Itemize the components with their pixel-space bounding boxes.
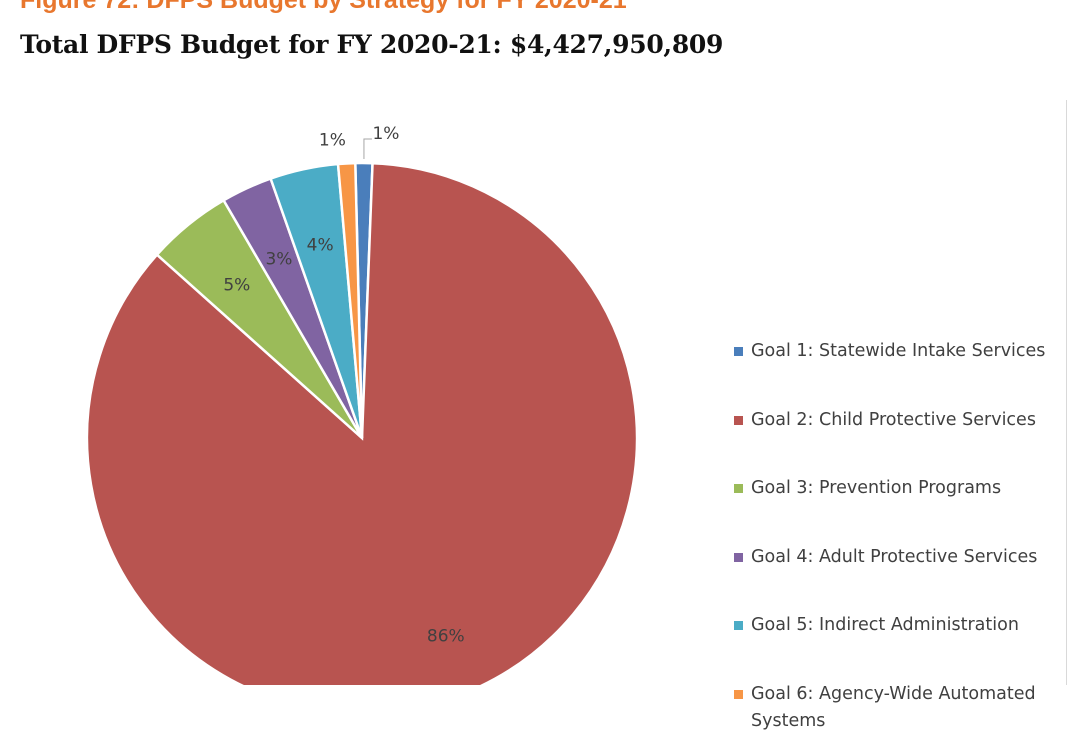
data-label-leader-line — [363, 138, 372, 160]
data-label-goal-1: 1% — [372, 124, 399, 144]
pie-slice-goal-6 — [336, 161, 364, 439]
chart-area: 1% 86% 5% 3% 4% 1% Goal 1: Statewide Intake S… — [14, 100, 1067, 731]
legend-label: Goal 2: Child Protective Services — [751, 409, 1036, 430]
data-label-goal-5: 4% — [307, 235, 334, 255]
legend-item-goal-3: Goal 3: Prevention Programs — [734, 475, 1061, 502]
figure-caption: Figure 72: DFPS Budget by Strategy for F… — [20, 0, 627, 14]
legend-label: Goal 6: Agency-Wide Automated Systems — [751, 683, 1036, 731]
data-label-goal-4: 3% — [265, 249, 292, 269]
legend-label: Goal 5: Indirect Administration — [751, 615, 1019, 635]
legend-swatch — [734, 621, 743, 630]
legend-swatch — [734, 552, 743, 562]
legend-item-goal-5: Goal 5: Indirect Administration — [734, 612, 1061, 639]
legend-item-goal-1: Goal 1: Statewide Intake Services — [734, 338, 1061, 365]
legend-swatch — [734, 689, 743, 699]
legend-label: Goal 3: Prevention Programs — [751, 478, 1002, 498]
data-label-goal-2: 86% — [427, 626, 465, 646]
data-label-goal-3: 5% — [223, 276, 250, 296]
legend-swatch — [734, 347, 743, 356]
legend-item-goal-2: Goal 2: Child Protective Services — [734, 407, 1061, 434]
pie-slice-goal-2 — [85, 161, 639, 685]
chart-title: Total DFPS Budget for FY 2020-21: $4,427… — [20, 30, 724, 59]
pie-chart: 1% 86% 5% 3% 4% 1% — [85, 124, 639, 685]
legend-label: Goal 4: Adult Protective Services — [751, 546, 1038, 567]
legend-label: Goal 1: Statewide Intake Services — [751, 341, 1046, 361]
data-label-goal-6: 1% — [319, 130, 346, 150]
legend-swatch — [734, 484, 743, 493]
legend-swatch — [734, 415, 743, 425]
legend-item-goal-4: Goal 4: Adult Protective Services — [734, 544, 1061, 571]
legend-item-goal-6: Goal 6: Agency-Wide Automated Systems — [734, 681, 1061, 735]
